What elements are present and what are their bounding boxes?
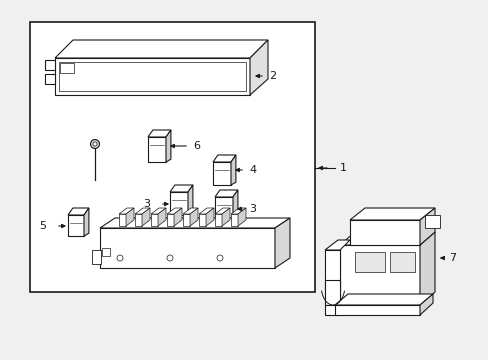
- Text: 5: 5: [39, 221, 46, 231]
- Polygon shape: [419, 232, 434, 305]
- Polygon shape: [167, 208, 182, 214]
- Polygon shape: [55, 58, 249, 95]
- Polygon shape: [249, 40, 267, 95]
- Polygon shape: [238, 208, 245, 226]
- Polygon shape: [334, 305, 419, 315]
- Polygon shape: [230, 155, 235, 185]
- Polygon shape: [119, 214, 126, 226]
- Polygon shape: [187, 185, 192, 215]
- Polygon shape: [419, 208, 434, 245]
- Polygon shape: [126, 208, 134, 226]
- Text: 1: 1: [339, 163, 346, 173]
- Text: 7: 7: [448, 253, 455, 263]
- Polygon shape: [215, 190, 238, 197]
- Polygon shape: [68, 215, 84, 236]
- Bar: [60, 63, 74, 73]
- Polygon shape: [68, 208, 89, 215]
- Polygon shape: [215, 197, 232, 220]
- Polygon shape: [215, 208, 229, 214]
- Circle shape: [90, 140, 99, 149]
- Bar: [102, 248, 110, 256]
- Polygon shape: [213, 155, 235, 162]
- Polygon shape: [230, 214, 238, 226]
- Bar: [30, 22, 314, 292]
- Polygon shape: [325, 280, 339, 305]
- Polygon shape: [349, 208, 434, 220]
- Polygon shape: [183, 214, 190, 226]
- Polygon shape: [151, 214, 158, 226]
- Polygon shape: [232, 190, 238, 220]
- Polygon shape: [274, 218, 289, 268]
- Polygon shape: [148, 130, 170, 137]
- Text: 3: 3: [142, 199, 150, 209]
- Polygon shape: [170, 192, 187, 215]
- Polygon shape: [213, 162, 230, 185]
- Polygon shape: [165, 130, 170, 162]
- Polygon shape: [45, 60, 55, 70]
- Polygon shape: [84, 208, 89, 236]
- Polygon shape: [158, 208, 165, 226]
- Bar: [92, 250, 101, 264]
- Polygon shape: [170, 185, 192, 192]
- Text: 6: 6: [193, 141, 200, 151]
- Polygon shape: [325, 305, 339, 315]
- Polygon shape: [119, 208, 134, 214]
- Polygon shape: [205, 208, 214, 226]
- Polygon shape: [135, 214, 142, 226]
- Polygon shape: [100, 218, 289, 228]
- Polygon shape: [325, 240, 349, 250]
- Polygon shape: [339, 245, 419, 305]
- Polygon shape: [199, 214, 205, 226]
- Polygon shape: [142, 208, 150, 226]
- Polygon shape: [325, 250, 339, 290]
- Polygon shape: [100, 228, 274, 268]
- Polygon shape: [424, 215, 439, 228]
- Polygon shape: [148, 137, 165, 162]
- Polygon shape: [349, 220, 419, 245]
- Polygon shape: [151, 208, 165, 214]
- Polygon shape: [339, 232, 434, 245]
- Polygon shape: [222, 208, 229, 226]
- Polygon shape: [389, 252, 414, 272]
- Polygon shape: [230, 208, 245, 214]
- Polygon shape: [167, 214, 174, 226]
- Polygon shape: [190, 208, 198, 226]
- Polygon shape: [174, 208, 182, 226]
- Text: 3: 3: [248, 204, 256, 214]
- Text: 4: 4: [248, 165, 256, 175]
- Polygon shape: [334, 294, 432, 305]
- Polygon shape: [135, 208, 150, 214]
- Circle shape: [93, 142, 97, 146]
- Text: 2: 2: [268, 71, 276, 81]
- Polygon shape: [215, 214, 222, 226]
- Polygon shape: [354, 252, 384, 272]
- Polygon shape: [199, 208, 214, 214]
- Polygon shape: [55, 40, 267, 58]
- Polygon shape: [45, 74, 55, 84]
- Polygon shape: [419, 294, 432, 315]
- Polygon shape: [183, 208, 198, 214]
